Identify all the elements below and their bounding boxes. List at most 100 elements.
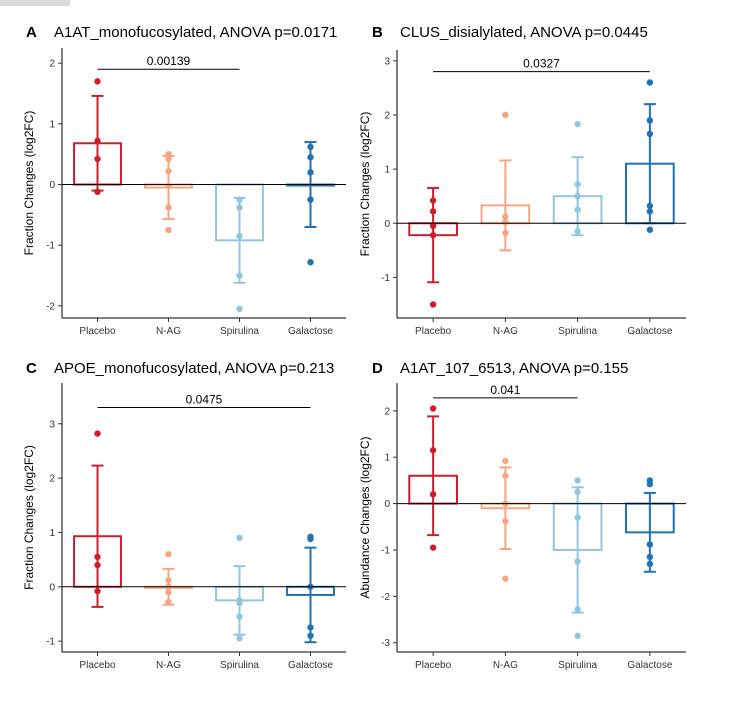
data-point — [574, 181, 581, 188]
comparison-p-value: 0.00139 — [147, 54, 191, 68]
y-tick-label: 1 — [384, 453, 390, 464]
data-point — [165, 204, 172, 211]
data-point — [646, 553, 654, 561]
data-point — [165, 598, 172, 606]
data-point — [307, 535, 314, 543]
x-tick-label: Galactose — [288, 326, 333, 337]
y-tick-label: 0 — [49, 582, 55, 593]
y-tick-label: 0 — [49, 180, 55, 191]
x-tick-label: Spirulina — [558, 660, 597, 671]
panel-A: A A1AT_monofucosylated, ANOVA p=0.0171 -2 -… — [22, 24, 346, 337]
data-point — [94, 188, 101, 195]
data-point — [502, 575, 509, 582]
comparison-p-value: 0.0475 — [186, 392, 223, 406]
data-point — [646, 130, 654, 138]
panel-D: D A1AT_107_6513, ANOVA p=0.155 -3 -2 -1 0 1 2 Ab… — [358, 360, 686, 671]
y-tick-label: 1 — [49, 528, 55, 539]
comparison-p-value: 0.0327 — [523, 57, 560, 71]
panel-title: CLUS_disialylated, ANOVA p=0.0445 — [400, 24, 648, 41]
data-point — [94, 561, 101, 569]
data-point — [502, 472, 509, 479]
y-tick-label: 2 — [49, 59, 55, 70]
y-tick-label: 2 — [384, 110, 390, 121]
data-point — [429, 491, 437, 498]
data-point — [165, 589, 172, 596]
data-point — [646, 480, 654, 488]
data-point — [574, 228, 581, 235]
data-point — [307, 258, 314, 266]
data-point — [165, 167, 172, 175]
x-tick-label: N-AG — [493, 326, 518, 337]
data-point — [429, 405, 437, 412]
data-point — [236, 599, 243, 607]
y-axis-label: Abundance Changes (log2FC) — [358, 436, 372, 598]
data-point — [94, 587, 101, 595]
panel-B: B CLUS_disialylated, ANOVA p=0.0445 -1 0 1 2 3… — [358, 24, 686, 337]
data-point — [307, 169, 314, 176]
data-point — [165, 226, 172, 234]
panel-C: C APOE_monofucosylated, ANOVA p=0.213 -1 0 1… — [22, 360, 346, 671]
data-point — [165, 182, 172, 189]
x-tick-label: Galactose — [627, 326, 672, 337]
data-point — [307, 196, 314, 203]
data-point — [165, 577, 172, 584]
x-tick-label: Galactose — [288, 660, 333, 671]
data-point — [307, 143, 314, 151]
y-tick-label: -2 — [381, 592, 390, 603]
data-point — [429, 208, 437, 215]
data-point — [646, 208, 654, 215]
y-tick-label: -3 — [381, 638, 390, 649]
y-tick-label: 2 — [49, 474, 55, 485]
data-point — [574, 632, 581, 639]
panel-letter: C — [26, 360, 37, 377]
data-point — [429, 222, 437, 230]
x-tick-label: N-AG — [493, 660, 518, 671]
y-axis-label: Fraction Changes (log2FC) — [22, 111, 36, 256]
data-point — [646, 226, 654, 233]
data-point — [165, 155, 172, 163]
data-point — [94, 553, 101, 561]
panel-letter: B — [372, 24, 383, 41]
data-point — [574, 514, 581, 521]
data-point — [646, 202, 654, 210]
panel-letter: A — [26, 24, 37, 41]
y-tick-label: -1 — [381, 545, 390, 556]
y-axis-label: Fraction Changes (log2FC) — [22, 445, 36, 590]
y-tick-label: -1 — [46, 241, 55, 252]
y-tick-label: 3 — [49, 419, 55, 430]
data-point — [236, 196, 243, 203]
x-tick-label: Spirulina — [558, 326, 597, 337]
data-point — [236, 534, 243, 542]
data-point — [502, 229, 509, 237]
data-point — [574, 488, 581, 496]
window-top-strip — [0, 0, 70, 6]
data-point — [646, 79, 654, 86]
panel-letter: D — [372, 360, 383, 377]
x-tick-label: Galactose — [627, 660, 672, 671]
y-tick-label: 0 — [384, 219, 390, 230]
data-point — [236, 232, 243, 240]
panel-title: A1AT_107_6513, ANOVA p=0.155 — [400, 360, 628, 377]
y-tick-label: -2 — [46, 301, 55, 312]
x-tick-label: Spirulina — [220, 660, 259, 671]
data-point — [94, 78, 101, 85]
panel-title: APOE_monofucosylated, ANOVA p=0.213 — [54, 360, 334, 377]
data-point — [646, 541, 654, 548]
data-point — [307, 632, 314, 639]
panel-title: A1AT_monofucosylated, ANOVA p=0.0171 — [54, 24, 337, 41]
x-tick-label: Placebo — [415, 660, 452, 671]
data-point — [574, 192, 581, 200]
data-point — [165, 550, 172, 558]
data-point — [574, 606, 581, 613]
data-point — [429, 301, 437, 308]
data-point — [646, 560, 654, 568]
data-point — [236, 635, 243, 642]
data-point — [502, 218, 509, 226]
data-point — [94, 137, 101, 145]
data-point — [307, 624, 314, 631]
data-point — [574, 477, 581, 484]
comparison-p-value: 0.041 — [490, 383, 520, 397]
data-point — [574, 120, 581, 128]
data-point — [574, 558, 581, 565]
